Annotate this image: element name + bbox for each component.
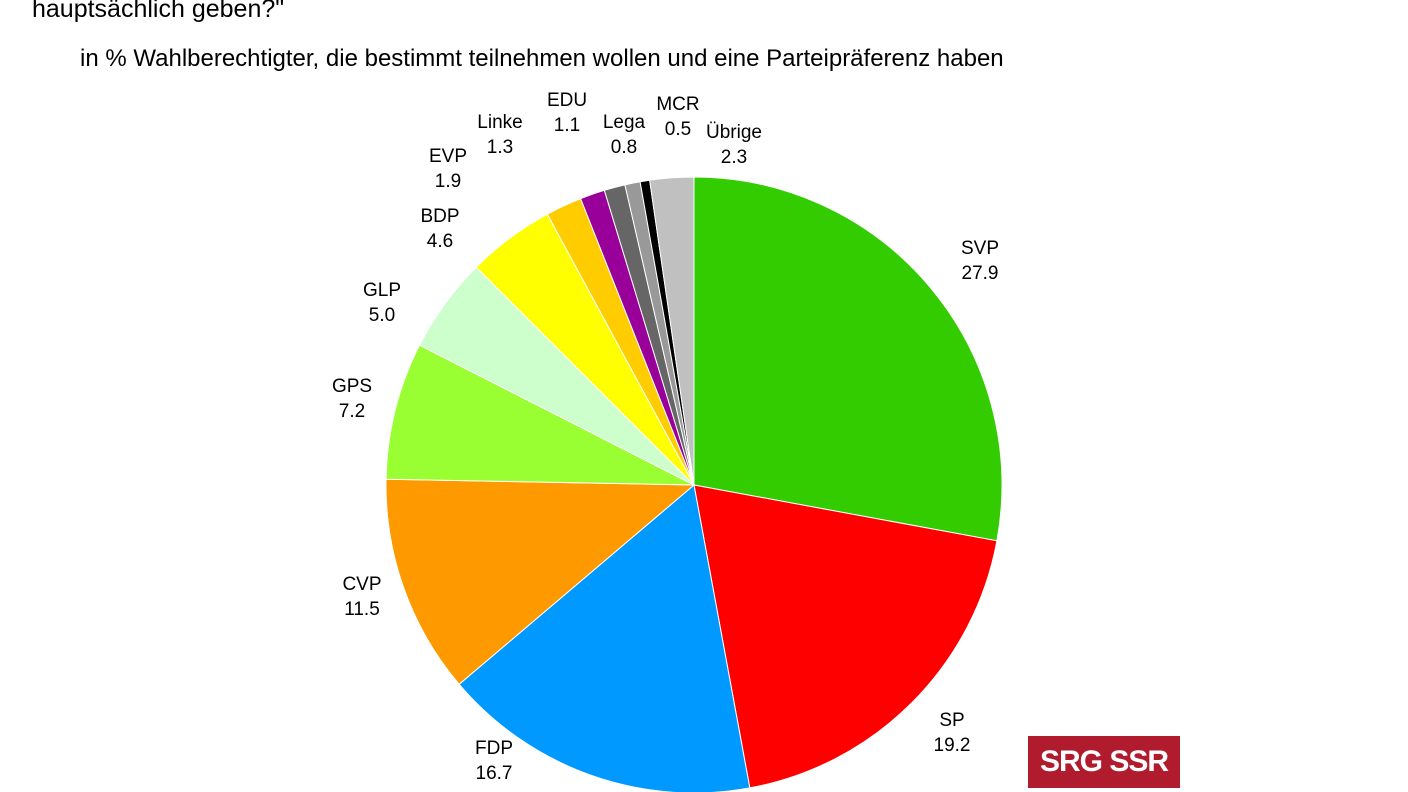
pie-labels: SVP 27.9 SP 19.2 FDP 16.7 CVP 11.5 GPS 7.2 GLP 5.0 B… [332,90,999,784]
slice-value-svp: 27.9 [962,263,999,284]
slice-label-svp: SVP [961,238,999,259]
pie-slice-cvp [385,478,696,685]
slice-label-cvp: CVP [342,574,381,595]
slice-value-fdp: 16.7 [476,763,513,784]
slice-value-cvp: 11.5 [344,599,380,620]
slice-value-mcr: 0.5 [665,119,691,140]
pie-slice-gps [385,344,695,486]
slice-value-linke: 1.3 [487,137,513,158]
slice-value-glp: 5.0 [369,305,395,326]
slice-label-mcr: MCR [656,94,699,115]
pie-slices [385,176,1003,792]
pie-slice--brige [649,176,695,486]
slice-value-lega: 0.8 [611,137,637,158]
slice-value-bdp: 4.6 [427,231,453,252]
slice-value-edu: 1.1 [554,115,580,136]
question-text: hauptsächlich geben?" [32,0,285,23]
slice-value-evp: 1.9 [435,171,461,192]
slice-value-sp: 19.2 [934,735,971,756]
slice-value-gps: 7.2 [339,401,365,422]
chart-subtitle: in % Wahlberechtigter, die bestimmt teil… [80,45,1004,72]
pie-slice-svp [693,176,1003,542]
slice-label-evp: EVP [429,146,467,167]
slice-label-fdp: FDP [475,738,513,759]
pie-slice-sp [693,484,998,789]
slice-label-bdp: BDP [420,206,459,227]
srg-ssr-logo: SRG SSR [1028,736,1180,788]
pie-slice-fdp [458,484,751,792]
slice-value--brige: 2.3 [721,147,747,168]
slice-label-lega: Lega [603,112,646,133]
slice-label-linke: Linke [477,112,522,133]
slice-label--brige: Übrige [706,122,762,143]
slice-label-glp: GLP [363,280,401,301]
slice-label-gps: GPS [332,376,372,397]
slice-label-sp: SP [939,710,964,731]
slice-label-edu: EDU [547,90,587,111]
